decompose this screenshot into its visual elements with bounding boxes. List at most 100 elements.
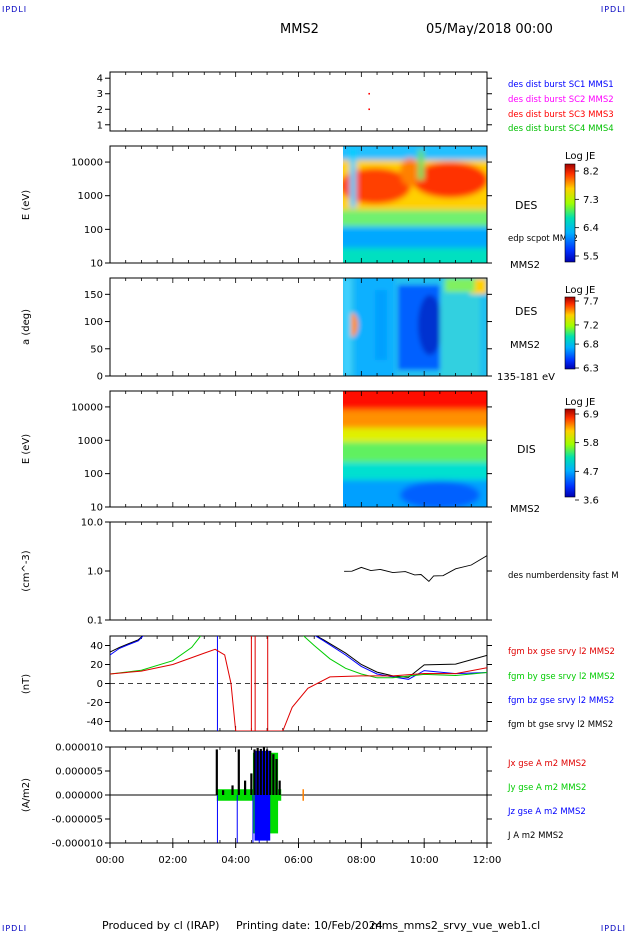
current-density-ytick-label: 0.000005 bbox=[55, 767, 103, 778]
dis-energy-colorbar-label: 5.8 bbox=[583, 438, 599, 449]
des-energy-ytick-label: 10 bbox=[90, 259, 103, 270]
density-ytick-label: 0.1 bbox=[87, 616, 103, 627]
spectrogram-des-pitch bbox=[343, 278, 487, 376]
magnetic-field-ytick-label: -20 bbox=[87, 698, 103, 709]
spectrogram-dis-energy bbox=[343, 391, 487, 507]
colorbar-title-des-energy: Log JE bbox=[565, 151, 595, 162]
burst-ytick-label: 2 bbox=[97, 105, 103, 116]
des-energy-ytick-label: 10000 bbox=[71, 158, 103, 169]
des-energy-colorbar-label: 6.4 bbox=[583, 223, 599, 234]
panel-burst: 4 3 2 1 des dist burst SC1 MMS1 des dist bu… bbox=[97, 71, 614, 134]
density-line bbox=[344, 555, 488, 583]
burst-ytick-label: 1 bbox=[97, 120, 103, 131]
colorbar-title-dis-energy: Log JE bbox=[565, 397, 595, 408]
panel-dis-energy: E (eV) 10000 1000 100 10 DIS MMS2 Log JE 6.… bbox=[21, 390, 599, 515]
magnetic-field-line-bx bbox=[110, 648, 487, 731]
x-axis-tick-label: 04:00 bbox=[221, 855, 250, 866]
current-density-ytick-label: -0.000005 bbox=[52, 815, 103, 826]
panel-magnetic-field: (nT) 40 20 0 -20 -40 fgm bx gse srvy l2 MMS2… bbox=[21, 635, 615, 732]
density-ytick-label: 1.0 bbox=[87, 567, 103, 578]
magnetic-field-ytick-label: -40 bbox=[87, 717, 103, 728]
des-energy-colorbar-label: 8.2 bbox=[583, 167, 599, 178]
burst-point bbox=[368, 92, 370, 95]
magnetic-field-line-bt bbox=[110, 636, 487, 678]
footer-produced: Produced by cl (IRAP) bbox=[102, 919, 220, 932]
dis-energy-ytick-label: 10 bbox=[90, 503, 103, 514]
corner-label-top-right: IPDLI bbox=[600, 5, 626, 14]
x-axis-tick-label: 06:00 bbox=[284, 855, 313, 866]
des-energy-colorbar-label: 7.3 bbox=[583, 195, 599, 206]
legend-burst-mms2: des dist burst SC2 MMS2 bbox=[508, 95, 614, 105]
x-axis-tick-label: 08:00 bbox=[347, 855, 376, 866]
label-energy-range: 135-181 eV bbox=[497, 372, 555, 383]
des-pitch-colorbar-label: 6.8 bbox=[583, 340, 599, 351]
des-energy-colorbar-label: 5.5 bbox=[583, 252, 599, 263]
des-pitch-ytick-label: 0 bbox=[97, 372, 103, 383]
magnetic-field-ytick-label: 0 bbox=[97, 679, 103, 690]
panel-des-energy: E (eV) 10000 1000 100 10 DES edp scpot MMS2… bbox=[21, 145, 599, 271]
current-density-ytick-label: -0.000010 bbox=[52, 839, 103, 850]
page-title: MMS2 bbox=[280, 22, 319, 37]
colorbar-des-energy: Log JE 8.2 7.3 6.4 5.5 bbox=[564, 151, 599, 263]
label-edp-scpot: edp scpot MMS2 bbox=[508, 234, 578, 244]
ylabel-des-pitch: a (deg) bbox=[21, 309, 32, 345]
page-date: 05/May/2018 00:00 bbox=[426, 22, 553, 37]
density-ytick-label: 10.0 bbox=[81, 518, 103, 529]
des-pitch-ytick-label: 100 bbox=[84, 317, 103, 328]
label-des: DES bbox=[515, 199, 537, 212]
des-energy-ytick-label: 100 bbox=[84, 225, 103, 236]
ylabel-des-energy: E (eV) bbox=[21, 190, 32, 220]
dis-energy-colorbar-label: 6.9 bbox=[583, 410, 599, 421]
dis-energy-ytick-label: 100 bbox=[84, 469, 103, 480]
corner-label-top-left: IPDLI bbox=[2, 5, 28, 14]
panel-current-density: (A/m2) 0.000010 0.000005 0.000000 -0.000005… bbox=[21, 743, 586, 850]
magnetic-field-ytick-label: 20 bbox=[90, 660, 103, 671]
current-density-ytick-label: 0.000010 bbox=[55, 743, 103, 754]
label-mms2-des-pitch: MMS2 bbox=[510, 340, 540, 351]
colorbar-des-pitch: Log JE 7.7 7.2 6.8 6.3 bbox=[564, 285, 599, 375]
x-axis-tick-label: 00:00 bbox=[96, 855, 125, 866]
x-axis-tick-label: 02:00 bbox=[158, 855, 187, 866]
legend-jx: Jx gse A m2 MMS2 bbox=[507, 759, 586, 769]
footer-filename: mms_mms2_srvy_vue_web1.cl bbox=[371, 919, 541, 932]
legend-by: fgm by gse srvy l2 MMS2 bbox=[508, 672, 615, 682]
legend-j: J A m2 MMS2 bbox=[507, 831, 564, 841]
current-density-jy-band bbox=[216, 789, 282, 801]
x-axis: 00:00 02:00 04:00 06:00 08:00 10:00 12:00 bbox=[96, 843, 502, 866]
dis-energy-ytick-label: 1000 bbox=[78, 436, 103, 447]
des-energy-ytick-label: 1000 bbox=[78, 191, 103, 202]
label-mms2-des-energy: MMS2 bbox=[510, 260, 540, 271]
colorbar-dis-energy: Log JE 6.9 5.8 4.7 3.6 bbox=[564, 397, 599, 507]
legend-bt: fgm bt gse srvy l2 MMS2 bbox=[508, 720, 613, 730]
legend-bz: fgm bz gse srvy l2 MMS2 bbox=[508, 696, 614, 706]
spectrogram-des-energy bbox=[343, 146, 487, 263]
colorbar-title-des-pitch: Log JE bbox=[565, 285, 595, 296]
legend-jz: Jz gse A m2 MMS2 bbox=[507, 807, 586, 817]
label-des-pitch: DES bbox=[515, 305, 537, 318]
dis-energy-colorbar-label: 4.7 bbox=[583, 467, 599, 478]
label-mms2-dis: MMS2 bbox=[510, 504, 540, 515]
des-pitch-colorbar-label: 7.2 bbox=[583, 320, 599, 331]
ylabel-current-density: (A/m2) bbox=[21, 778, 32, 812]
ylabel-density: (cm^-3) bbox=[21, 550, 32, 591]
magnetic-field-ytick-label: 40 bbox=[90, 641, 103, 652]
dis-energy-ytick-label: 10000 bbox=[71, 402, 103, 413]
x-axis-tick-label: 12:00 bbox=[473, 855, 502, 866]
x-axis-tick-label: 10:00 bbox=[410, 855, 439, 866]
burst-ytick-label: 4 bbox=[97, 74, 103, 85]
burst-point bbox=[368, 108, 370, 111]
legend-density: des numberdensity fast M bbox=[508, 571, 619, 581]
des-pitch-colorbar-label: 7.7 bbox=[583, 297, 599, 308]
ylabel-dis-energy: E (eV) bbox=[21, 434, 32, 464]
des-pitch-ytick-label: 150 bbox=[84, 290, 103, 301]
dis-energy-colorbar-label: 3.6 bbox=[583, 496, 599, 507]
legend-bx: fgm bx gse srvy l2 MMS2 bbox=[508, 647, 615, 657]
label-dis: DIS bbox=[517, 443, 536, 456]
magnetic-field-line-by bbox=[110, 636, 487, 679]
burst-ytick-label: 3 bbox=[97, 89, 103, 100]
corner-label-bottom-right: IPDLI bbox=[600, 924, 626, 933]
corner-label-bottom-left: IPDLI bbox=[2, 924, 28, 933]
legend-jy: Jy gse A m2 MMS2 bbox=[507, 783, 586, 793]
legend-burst-mms3: des dist burst SC3 MMS3 bbox=[508, 110, 614, 120]
